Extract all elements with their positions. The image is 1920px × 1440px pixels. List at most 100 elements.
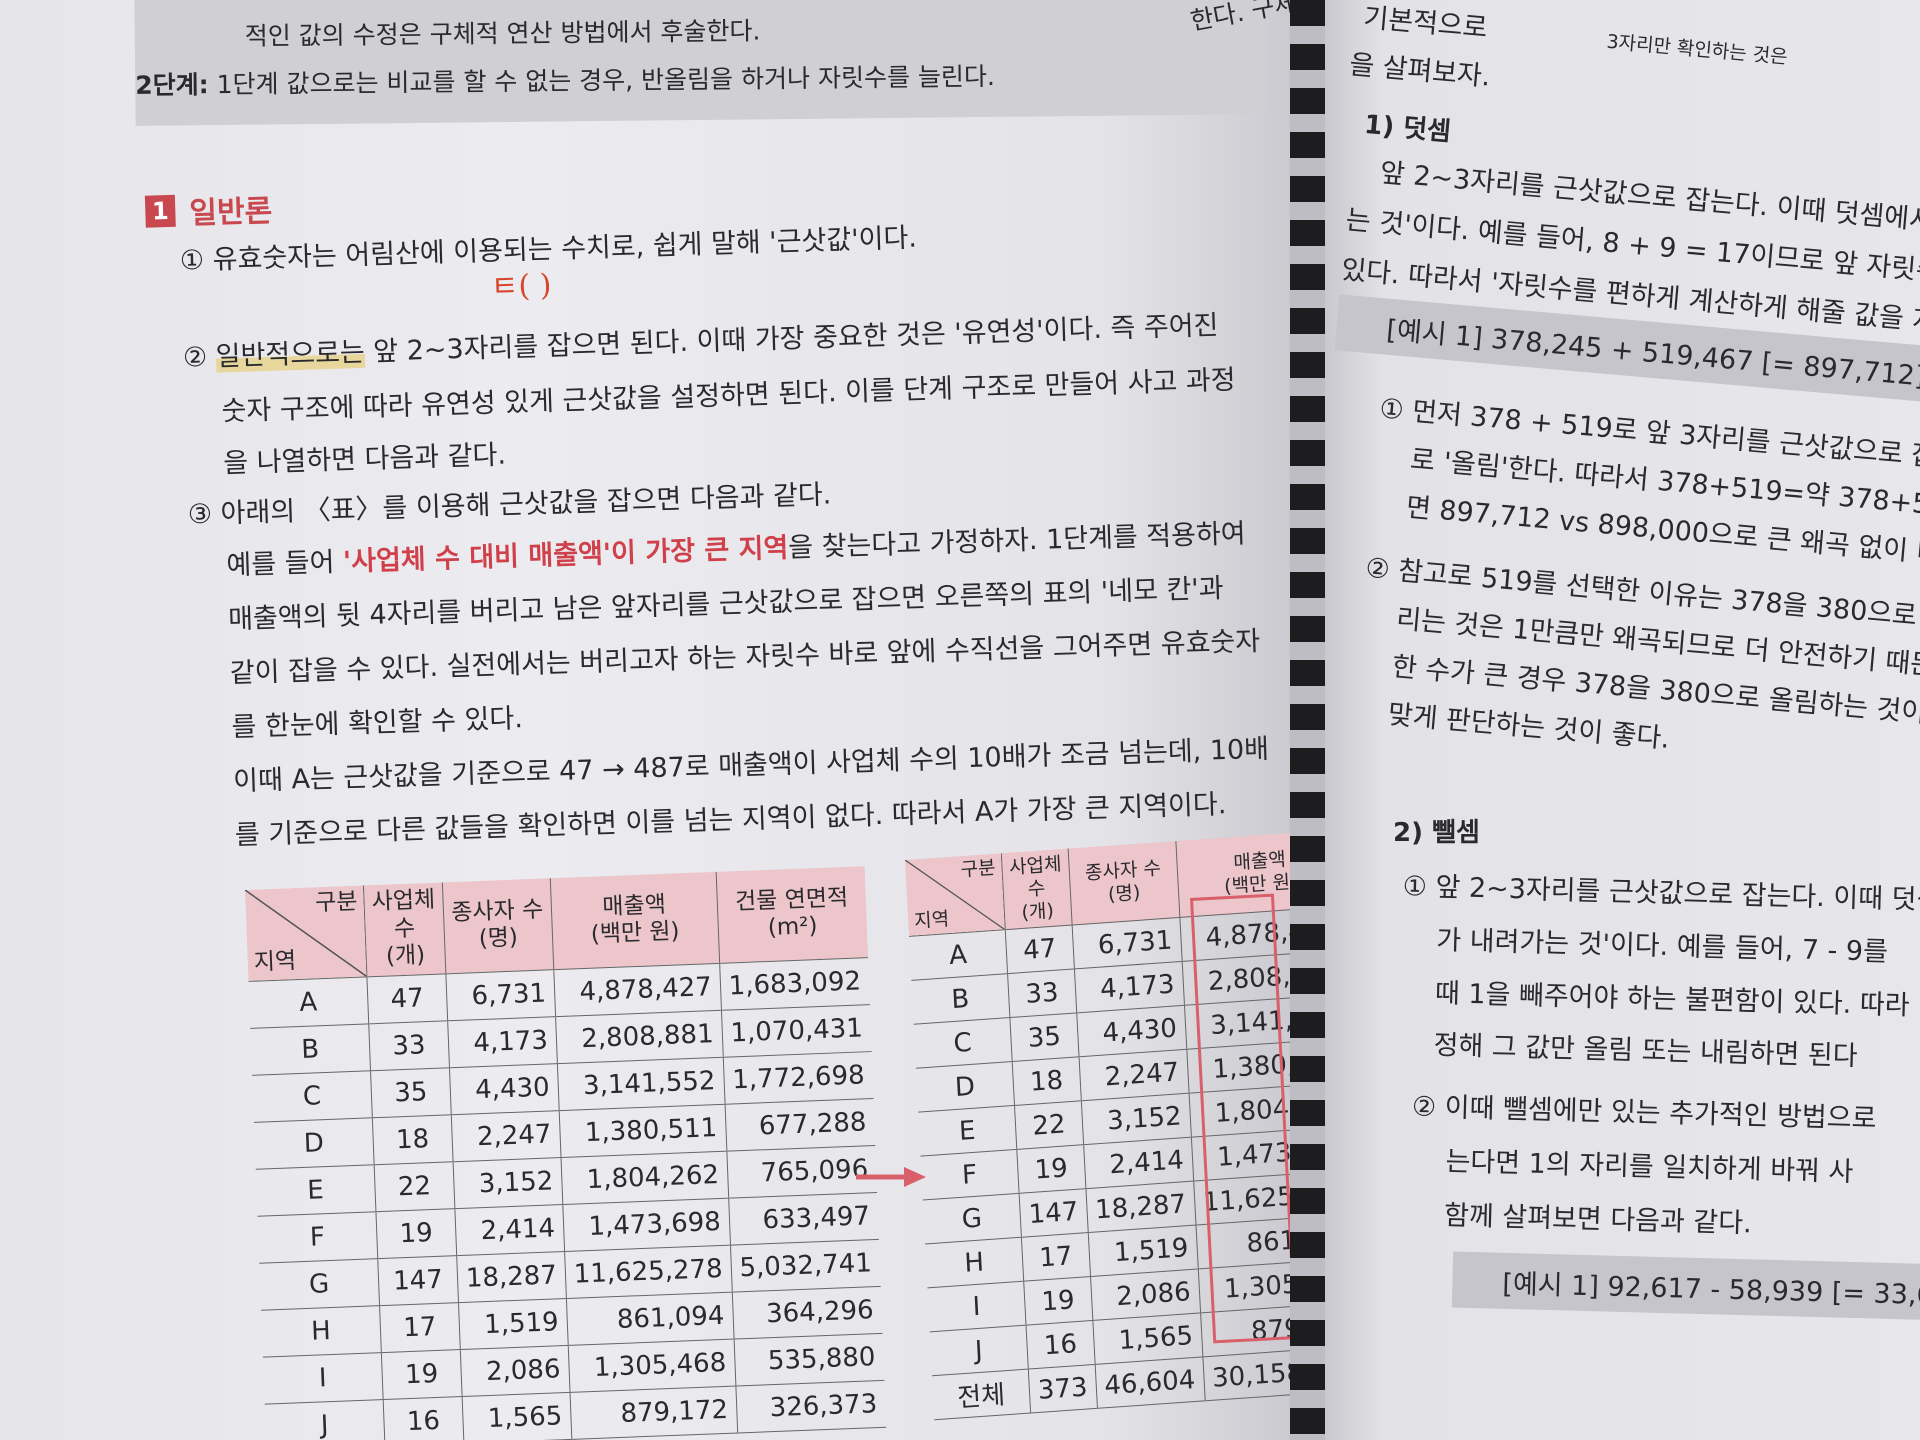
column-header: 종사자 수 (명) xyxy=(1067,841,1180,926)
region-cell: I xyxy=(927,1281,1027,1333)
value-cell: 1,772,698 xyxy=(722,1051,874,1105)
value-cell: 35 xyxy=(1009,1013,1079,1062)
column-unit: (백만 원) xyxy=(590,918,681,949)
paragraph-3-line-1: ③ 아래의 〈표〉를 이용해 근삿값을 잡으면 다음과 같다. xyxy=(187,479,832,531)
value-cell: 2,414 xyxy=(1083,1137,1194,1190)
handwritten-annotation: ㅌ( ) xyxy=(490,268,552,305)
region-cell: E xyxy=(918,1105,1017,1157)
subtraction-title: 2) 뺄셈 xyxy=(1393,818,1480,848)
value-cell: 33 xyxy=(1007,969,1077,1018)
column-unit: (m²) xyxy=(767,913,818,942)
region-cell: C xyxy=(252,1070,373,1123)
section-number: 1 xyxy=(144,194,176,228)
value-cell: 19 xyxy=(381,1349,462,1400)
section-heading: 1 일반론 xyxy=(144,186,273,234)
column-unit: (명) xyxy=(478,924,519,953)
column-unit: (개) xyxy=(1020,899,1055,924)
value-cell: 47 xyxy=(1005,925,1075,974)
value-cell: 3,141,552 xyxy=(557,1057,725,1111)
value-cell: 16 xyxy=(1026,1320,1095,1370)
section-title: 일반론 xyxy=(188,193,273,232)
value-cell: 6,731 xyxy=(1071,917,1182,970)
region-cell: I xyxy=(262,1352,384,1404)
value-cell: 364,296 xyxy=(731,1286,883,1339)
value-cell: 1,519 xyxy=(1087,1225,1198,1277)
value-cell: 1,070,431 xyxy=(721,1004,872,1058)
value-cell: 22 xyxy=(374,1161,455,1212)
subtraction-p2-line-3: 함께 살펴보면 다음과 같다. xyxy=(1443,1200,1753,1240)
region-cell: C xyxy=(913,1017,1013,1069)
region-cell: J xyxy=(929,1325,1029,1377)
column-label: 건물 연면적 xyxy=(734,884,849,915)
value-cell: 4,430 xyxy=(1076,1005,1187,1058)
value-cell: 326,373 xyxy=(735,1380,887,1433)
value-cell: 633,497 xyxy=(728,1192,879,1245)
value-cell: 33 xyxy=(368,1020,450,1071)
subtraction-p1-line-1: ① 앞 2~3자리를 근삿값으로 잡는다. 이때 덧셈 xyxy=(1402,871,1920,917)
column-header: 사업체 수 (개) xyxy=(363,882,446,977)
value-cell: 1,380,511 xyxy=(558,1104,727,1158)
region-cell: D xyxy=(253,1117,375,1170)
column-label: 사업체 수 xyxy=(371,886,436,942)
region-cell: F xyxy=(257,1211,378,1264)
value-cell: 147 xyxy=(1019,1189,1088,1238)
column-unit: (개) xyxy=(385,942,426,970)
corner-bottom-label: 지역 xyxy=(913,907,950,932)
value-cell: 1,519 xyxy=(458,1298,569,1350)
value-cell: 17 xyxy=(379,1302,461,1353)
value-cell: 19 xyxy=(375,1208,457,1259)
value-cell: 16 xyxy=(383,1396,464,1440)
corner-header-cell: 구분 지역 xyxy=(245,885,367,982)
text: 앞 2~3자리를 잡으면 된다. 이때 가장 중요한 것은 '유연성'이다. 즉… xyxy=(364,310,1219,368)
value-cell: 861,094 xyxy=(566,1291,734,1346)
value-cell: 11,625,278 xyxy=(564,1244,732,1299)
value-cell: 18 xyxy=(372,1114,453,1165)
value-cell: 2,086 xyxy=(460,1345,570,1397)
value-cell: 18,287 xyxy=(1085,1181,1196,1233)
region-cell: G xyxy=(922,1193,1022,1245)
value-cell: 2,247 xyxy=(1078,1049,1189,1102)
subtraction-p1-line-4: 정해 그 값만 올림 또는 내림하면 된다 xyxy=(1433,1029,1858,1073)
value-cell: 47 xyxy=(366,973,448,1024)
region-cell: A xyxy=(909,930,1008,981)
marker: ② xyxy=(182,341,217,374)
region-cell: E xyxy=(255,1164,376,1217)
region-cell: H xyxy=(925,1237,1024,1289)
column-header: 종사자 수 (명) xyxy=(442,878,554,974)
column-header: 건물 연면적 (m²) xyxy=(715,866,869,964)
corner-top-label: 구분 xyxy=(960,856,997,882)
value-cell: 4,173 xyxy=(1074,961,1185,1014)
column-label: 종사자 수 xyxy=(450,896,544,926)
value-cell: 46,604 xyxy=(1094,1357,1205,1409)
value-cell: 18,287 xyxy=(456,1251,567,1303)
subtraction-p2-line-2: 는다면 1의 자리를 일치하게 바꿔 사 xyxy=(1445,1146,1854,1188)
subtraction-p1-line-3: 때 1을 빼주어야 하는 불편함이 있다. 따라 xyxy=(1434,977,1910,1022)
emphasis-text: '사업체 수 대비 매출액'이 가장 큰 지역 xyxy=(342,532,789,578)
region-cell: D xyxy=(915,1061,1015,1113)
value-cell: 18 xyxy=(1012,1057,1082,1106)
value-cell: 4,430 xyxy=(449,1063,559,1115)
value-cell: 1,683,092 xyxy=(719,957,870,1011)
paragraph-3-line-5: 를 한눈에 확인할 수 있다. xyxy=(231,703,524,744)
corner-top-label: 구분 xyxy=(314,888,359,917)
column-label: 사업체 수 xyxy=(1008,853,1063,901)
value-cell: 1,565 xyxy=(461,1392,572,1440)
value-cell: 879,172 xyxy=(569,1385,738,1440)
text: 예를 들어 xyxy=(226,546,344,582)
value-cell: 373 xyxy=(1028,1364,1098,1414)
region-cell: H xyxy=(261,1305,382,1357)
value-cell: 19 xyxy=(1023,1276,1093,1326)
region-cell: B xyxy=(911,973,1010,1025)
value-cell: 2,247 xyxy=(451,1110,561,1162)
value-cell: 1,565 xyxy=(1092,1313,1203,1365)
value-cell: 5,032,741 xyxy=(730,1239,881,1292)
value-cell: 1,473,698 xyxy=(562,1197,731,1252)
value-cell: 4,878,427 xyxy=(553,963,722,1017)
region-cell: F xyxy=(920,1149,1020,1201)
subtraction-body: ① 앞 2~3자리를 근삿값으로 잡는다. 이때 덧셈 가 내려가는 것'이다.… xyxy=(1325,0,1920,1440)
region-cell: A xyxy=(248,976,369,1029)
text: 을 찾는다고 가정하자. 1단계를 적용하여 xyxy=(787,518,1247,564)
